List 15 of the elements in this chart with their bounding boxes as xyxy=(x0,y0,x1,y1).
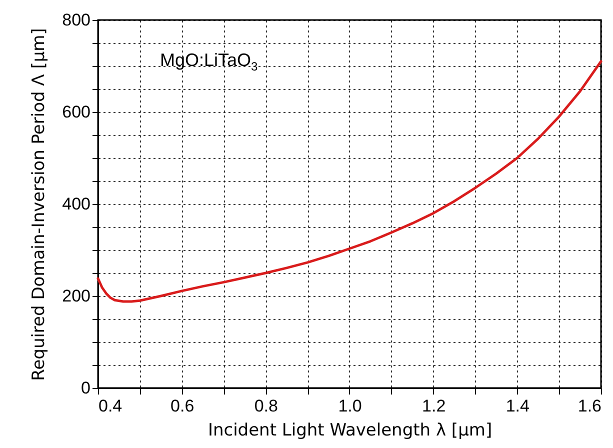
x-tick-label: 0.8 xyxy=(254,396,278,416)
y-tick-label: 200 xyxy=(62,286,90,306)
y-tick-label: 600 xyxy=(62,102,90,122)
y-tick-label: 800 xyxy=(62,10,90,30)
annotation: MgO:LiTaO$_{3}$ xyxy=(160,50,258,74)
x-tick-label: 0.6 xyxy=(170,396,194,416)
x-tick-label: 1.0 xyxy=(338,396,362,416)
y-axis-title: Required Domain-Inversion Period Λ [μm] xyxy=(29,28,50,381)
x-axis-title: Incident Light Wavelength λ [μm] xyxy=(208,420,492,440)
x-tick-label: 1.4 xyxy=(506,396,530,416)
y-tick-label: 400 xyxy=(62,194,90,214)
x-tick-label: 0.4 xyxy=(98,396,122,416)
x-tick-label: 1.2 xyxy=(422,396,446,416)
y-tick-label: 0 xyxy=(81,378,90,398)
x-tick-label: 1.6 xyxy=(578,396,602,416)
